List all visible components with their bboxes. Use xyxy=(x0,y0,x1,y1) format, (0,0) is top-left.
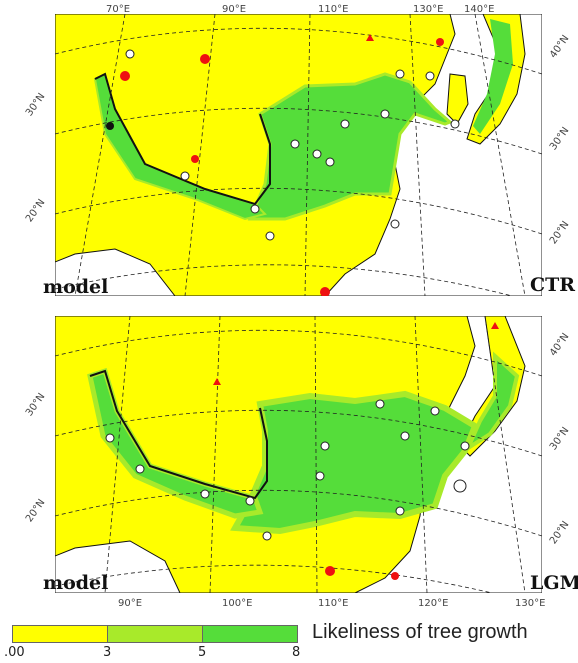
forest-japan xyxy=(473,19,513,134)
lon-label-120e-b: 120°E xyxy=(418,598,449,609)
lat-label-left-20n: 20°N xyxy=(24,197,48,225)
graticule xyxy=(55,14,542,296)
map-ctr xyxy=(55,14,542,296)
graticule-lgm xyxy=(55,316,542,593)
map-lgm xyxy=(55,316,542,593)
legend-swatch-low xyxy=(13,626,108,642)
legend-swatch-high xyxy=(203,626,297,642)
lat-label-right-20n: 20°N xyxy=(548,219,572,247)
lon-label-130e: 130°E xyxy=(413,4,444,15)
legend-tick-3: 3 xyxy=(103,645,112,660)
lon-label-140e: 140°E xyxy=(464,4,495,15)
lon-label-90e-b: 90°E xyxy=(118,598,143,609)
model-label-ctr: model xyxy=(43,276,109,298)
model-label-lgm: model xyxy=(43,572,109,594)
legend-tick-8: 8 xyxy=(292,645,301,660)
map-panel-lgm: model LGM xyxy=(43,316,578,594)
lon-label-100e-b: 100°E xyxy=(222,598,253,609)
legend-colorbar xyxy=(12,625,298,643)
forest-japan-lgm xyxy=(463,351,520,454)
lon-label-130e-b: 130°E xyxy=(515,598,546,609)
lon-label-90e: 90°E xyxy=(222,4,247,15)
legend-tick-5: 5 xyxy=(198,645,207,660)
lat-label-left-30n: 30°N xyxy=(24,91,48,119)
forest-ctr xyxy=(247,72,453,221)
lat-label-left-20n-b: 20°N xyxy=(24,497,48,525)
lat-label-left-30n-b: 30°N xyxy=(24,391,48,419)
lat-label-right-40n: 40°N xyxy=(548,33,572,61)
map-panel-ctr: model CTR xyxy=(43,14,575,298)
plateau-outline xyxy=(94,72,271,206)
legend-swatch-mid xyxy=(108,626,203,642)
sites-ctr xyxy=(106,34,460,296)
lon-label-110e: 110°E xyxy=(318,4,349,15)
legend-title: Likeliness of tree growth xyxy=(312,621,528,643)
lat-label-right-40n-b: 40°N xyxy=(548,331,572,359)
legend-tick-0: .00 xyxy=(4,645,25,660)
lon-label-70e: 70°E xyxy=(106,4,131,15)
lat-label-right-20n-b: 20°N xyxy=(548,519,572,547)
scenario-label-lgm: LGM xyxy=(530,572,578,594)
lat-label-right-30n-b: 30°N xyxy=(548,425,572,453)
sites-lgm xyxy=(105,322,499,580)
plateau-outline-lgm xyxy=(89,369,268,500)
lon-label-110e-b: 110°E xyxy=(318,598,349,609)
land-korea xyxy=(446,73,469,125)
land-japan-lgm xyxy=(459,316,526,457)
scenario-label-ctr: CTR xyxy=(530,274,576,296)
lat-label-right-30n: 30°N xyxy=(548,125,572,153)
